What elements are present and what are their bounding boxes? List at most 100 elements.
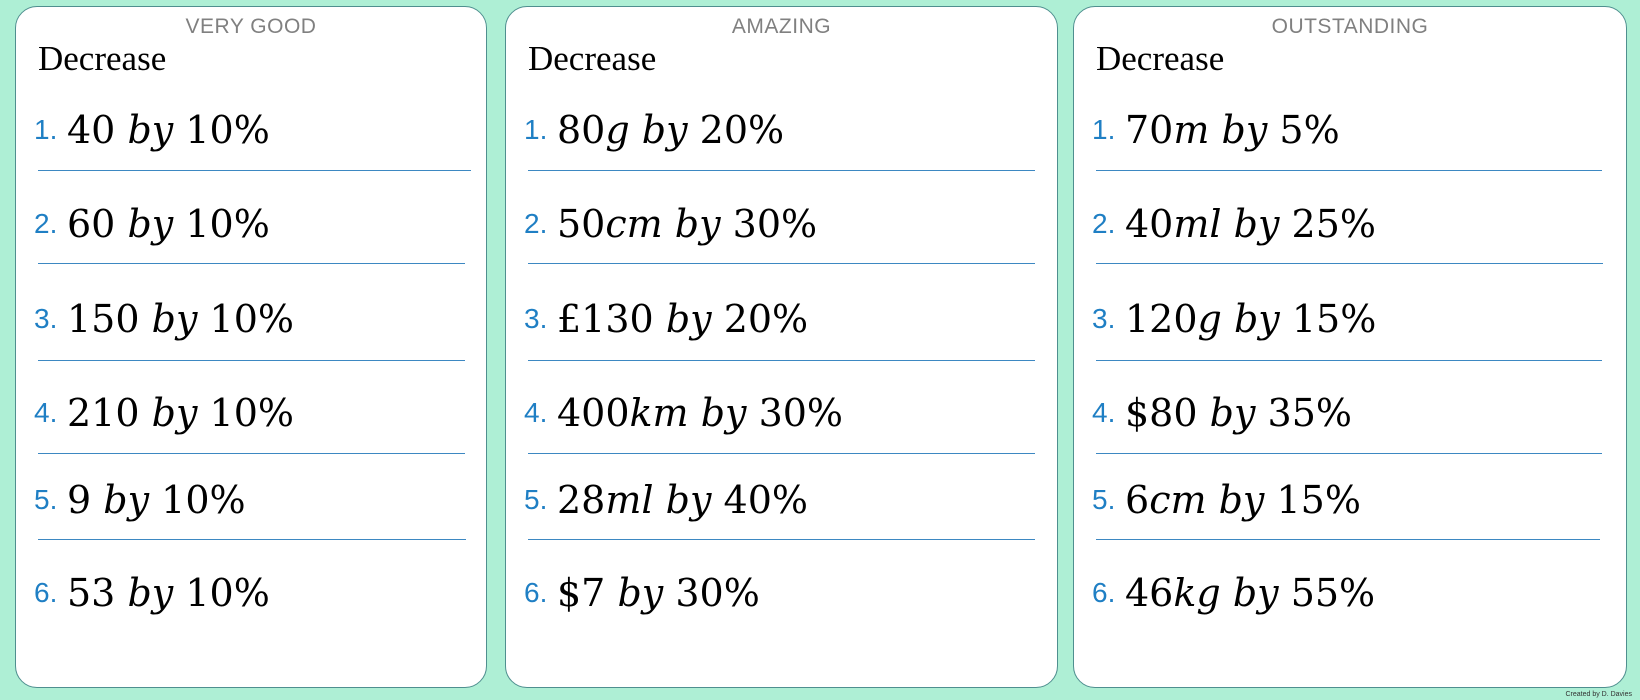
question-expression: 9 by 10% bbox=[67, 478, 246, 522]
percent: 10% bbox=[185, 108, 270, 152]
question-expression: 6cm by 15% bbox=[1125, 478, 1361, 522]
answer-line bbox=[528, 360, 1035, 361]
answer-line bbox=[528, 453, 1035, 454]
unit: cm bbox=[605, 202, 663, 246]
question-number: 4. bbox=[524, 397, 548, 428]
answer-line bbox=[38, 360, 465, 361]
amount: 40 bbox=[1125, 202, 1174, 246]
percent: 15% bbox=[1291, 297, 1377, 341]
question-expression: $80 by 35% bbox=[1125, 391, 1352, 435]
question-item: 4. $80 by 35% bbox=[1092, 388, 1352, 438]
question-number: 4. bbox=[34, 397, 58, 428]
question-item: 6. $7 by 30% bbox=[524, 568, 760, 618]
card-very-good: VERY GOOD Decrease 1. 40 by 10% 2. 60 by… bbox=[15, 6, 487, 688]
card-amazing: AMAZING Decrease 1. 80g by 20% 2. 50cm b… bbox=[505, 6, 1058, 688]
question-expression: 70m by 5% bbox=[1125, 108, 1340, 152]
level-title: AMAZING bbox=[731, 15, 832, 38]
question-item: 4. 210 by 10% bbox=[34, 388, 294, 438]
question-item: 5. 28ml by 40% bbox=[524, 475, 808, 525]
answer-line bbox=[1096, 453, 1602, 454]
amount: 70 bbox=[1125, 108, 1174, 152]
amount: 40 bbox=[67, 108, 116, 152]
connector: by bbox=[700, 391, 747, 435]
connector: by bbox=[665, 297, 712, 341]
question-number: 2. bbox=[1092, 208, 1116, 239]
question-expression: 60 by 10% bbox=[67, 202, 270, 246]
question-number: 5. bbox=[34, 484, 58, 515]
percent: 40% bbox=[723, 478, 808, 522]
unit: ml bbox=[605, 478, 654, 522]
unit: km bbox=[629, 391, 689, 435]
answer-line bbox=[38, 263, 465, 264]
connector: by bbox=[1233, 297, 1280, 341]
question-item: 5. 9 by 10% bbox=[34, 475, 246, 525]
amount: 60 bbox=[67, 202, 116, 246]
question-number: 6. bbox=[524, 577, 548, 608]
question-number: 1. bbox=[34, 114, 58, 145]
connector: by bbox=[641, 108, 688, 152]
amount: 150 bbox=[67, 297, 140, 341]
answer-line bbox=[1096, 360, 1602, 361]
task-heading: Decrease bbox=[528, 39, 657, 78]
unit: g bbox=[1197, 297, 1222, 341]
question-item: 1. 40 by 10% bbox=[34, 105, 270, 155]
connector: by bbox=[617, 571, 664, 615]
answer-line bbox=[528, 539, 1035, 540]
amount: 9 bbox=[67, 478, 92, 522]
percent: 30% bbox=[732, 202, 818, 246]
question-number: 2. bbox=[34, 208, 58, 239]
answer-line bbox=[38, 170, 471, 171]
amount: $7 bbox=[557, 571, 606, 615]
amount: 6 bbox=[1125, 478, 1150, 522]
amount: 120 bbox=[1125, 297, 1198, 341]
question-expression: 210 by 10% bbox=[67, 391, 294, 435]
question-number: 5. bbox=[1092, 484, 1116, 515]
answer-line bbox=[528, 170, 1035, 171]
question-expression: $7 by 30% bbox=[557, 571, 760, 615]
amount: 53 bbox=[67, 571, 116, 615]
question-expression: 400km by 30% bbox=[557, 391, 843, 435]
amount: 46 bbox=[1125, 571, 1174, 615]
question-item: 2. 40ml by 25% bbox=[1092, 199, 1376, 249]
question-expression: 40 by 10% bbox=[67, 108, 270, 152]
answer-line bbox=[1096, 263, 1603, 264]
question-expression: 120g by 15% bbox=[1125, 297, 1376, 341]
percent: 10% bbox=[185, 202, 270, 246]
amount: £130 bbox=[557, 297, 654, 341]
amount: $80 bbox=[1125, 391, 1198, 435]
connector: by bbox=[665, 478, 712, 522]
question-expression: 40ml by 25% bbox=[1125, 202, 1376, 246]
percent: 55% bbox=[1290, 571, 1376, 615]
percent: 20% bbox=[699, 108, 785, 152]
question-expression: 28ml by 40% bbox=[557, 478, 808, 522]
connector: by bbox=[1218, 478, 1265, 522]
percent: 30% bbox=[675, 571, 760, 615]
card-outstanding: OUTSTANDING Decrease 1. 70m by 5% 2. 40m… bbox=[1073, 6, 1627, 688]
question-expression: 80g by 20% bbox=[557, 108, 784, 152]
task-heading: Decrease bbox=[1096, 39, 1225, 78]
question-item: 1. 80g by 20% bbox=[524, 105, 784, 155]
connector: by bbox=[127, 571, 174, 615]
answer-line bbox=[38, 539, 466, 540]
percent: 10% bbox=[209, 297, 294, 341]
answer-line bbox=[38, 453, 465, 454]
unit: ml bbox=[1173, 202, 1222, 246]
connector: by bbox=[151, 391, 198, 435]
percent: 35% bbox=[1267, 391, 1352, 435]
percent: 25% bbox=[1291, 202, 1376, 246]
connector: by bbox=[127, 202, 174, 246]
question-number: 6. bbox=[1092, 577, 1116, 608]
connector: by bbox=[674, 202, 721, 246]
connector: by bbox=[151, 297, 198, 341]
answer-line bbox=[528, 263, 1035, 264]
level-title: OUTSTANDING bbox=[1271, 15, 1429, 38]
author-credit: Created by D. Davies bbox=[1565, 691, 1632, 698]
question-expression: £130 by 20% bbox=[557, 297, 808, 341]
amount: 210 bbox=[67, 391, 140, 435]
unit: m bbox=[1173, 108, 1210, 152]
connector: by bbox=[127, 108, 174, 152]
question-item: 5. 6cm by 15% bbox=[1092, 475, 1361, 525]
question-number: 6. bbox=[34, 577, 58, 608]
task-heading: Decrease bbox=[38, 39, 167, 78]
percent: 20% bbox=[723, 297, 809, 341]
